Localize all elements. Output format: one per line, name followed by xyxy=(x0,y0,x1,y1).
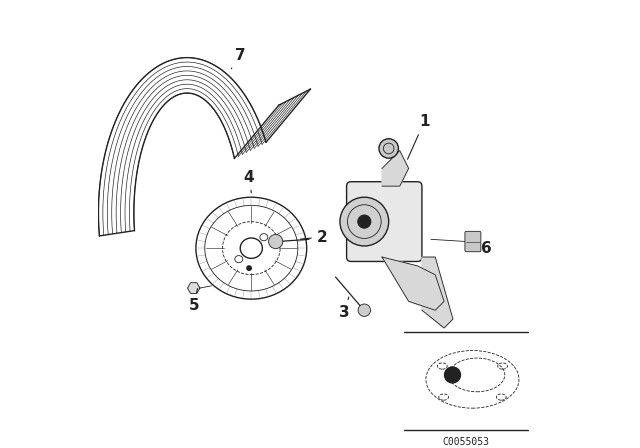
Text: 6: 6 xyxy=(473,241,492,256)
FancyBboxPatch shape xyxy=(347,182,422,262)
Text: 5: 5 xyxy=(188,289,199,313)
Polygon shape xyxy=(382,257,444,310)
Circle shape xyxy=(247,266,252,270)
Circle shape xyxy=(358,304,371,316)
Circle shape xyxy=(379,139,399,158)
Text: 7: 7 xyxy=(232,48,246,69)
Text: 2: 2 xyxy=(301,229,328,245)
Circle shape xyxy=(340,197,388,246)
Polygon shape xyxy=(382,151,408,186)
Circle shape xyxy=(269,234,283,249)
Circle shape xyxy=(445,367,461,383)
Text: 1: 1 xyxy=(408,114,429,159)
Text: 3: 3 xyxy=(339,297,349,320)
Polygon shape xyxy=(422,257,453,328)
Circle shape xyxy=(358,215,371,228)
Polygon shape xyxy=(188,283,200,293)
Text: C0055053: C0055053 xyxy=(443,436,490,447)
Text: 4: 4 xyxy=(244,170,255,193)
FancyBboxPatch shape xyxy=(465,231,481,252)
